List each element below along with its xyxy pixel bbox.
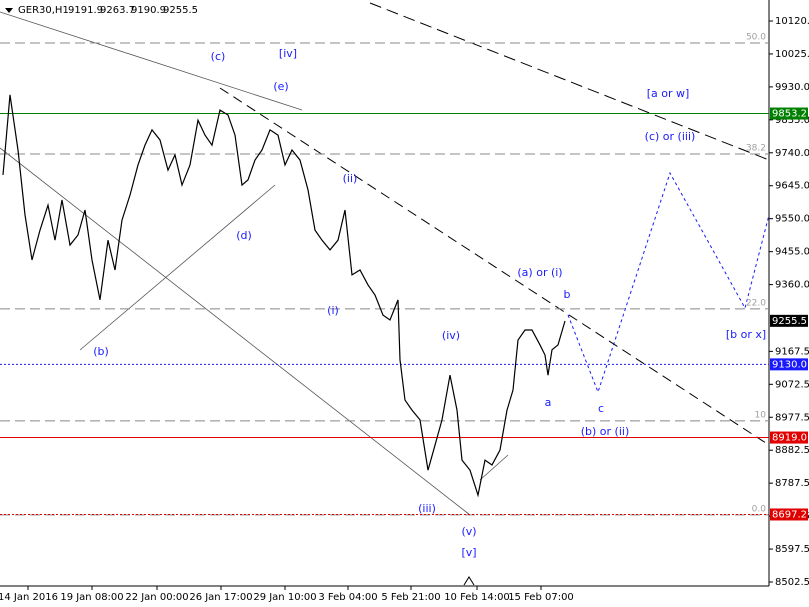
wave-label: (i) [327,304,339,317]
y-tick-label: 9455.0 [775,247,809,258]
x-tick-label: 22 Jan 00:00 [125,592,188,603]
x-tick-label: 29 Jan 10:00 [253,592,316,603]
wave-label: (c) or (iii) [645,130,696,143]
ohlc-close: 9255.5 [163,5,198,16]
wave-label: (e) [273,80,288,93]
wave-label: [a or w] [647,87,690,100]
ohlc-high: 9263.7 [100,5,135,16]
wave-label: (a) or (i) [517,266,562,279]
price-box-label: 9853.2 [772,109,807,120]
y-tick-label: 9072.5 [775,379,809,390]
ohlc-low: 9190.9 [131,5,166,16]
trendline [79,184,276,351]
price-line-series [2,94,566,498]
wave-label: (b) or (ii) [581,425,630,438]
price-box [770,508,808,521]
price-box-label: 9255.5 [772,316,807,327]
y-tick-label: 8787.5 [775,478,809,489]
price-box [770,314,808,327]
fib-label: 22.0 [746,298,766,308]
price-box-label: 8919.0 [772,433,807,444]
trendline [219,87,770,446]
y-tick-label: 10025.0 [775,49,809,60]
fib-label: 50.0 [746,33,766,43]
y-tick-label: 9740.0 [775,148,809,159]
trendlines [0,2,770,516]
x-tick-label: 5 Feb 21:00 [381,592,440,603]
wave-label: (b) [93,345,109,358]
y-tick-label: 9645.0 [775,181,809,192]
chart-title: GER30,H1 [18,5,69,16]
fib-label: 38.2 [746,144,766,154]
wave-label: [iv] [279,47,297,60]
x-tick-label: 26 Jan 17:00 [189,592,252,603]
x-tick-label: 19 Jan 08:00 [60,592,123,603]
wave-label: (v) [461,525,476,538]
y-tick-label: 10120.0 [775,16,809,27]
y-tick-label: 8977.5 [775,412,809,423]
x-tick-label: 15 Feb 07:00 [508,592,574,603]
wave-label: (c) [211,50,226,63]
price-box-label: 8697.2 [772,509,807,520]
y-tick-label: 9550.0 [775,214,809,225]
price-box [770,107,808,120]
trendline [0,11,303,111]
wave-label: (iv) [442,329,460,342]
y-tick-label: 9360.0 [775,280,809,291]
wave-label: (d) [236,229,252,242]
wave-label: c [598,402,604,415]
wave-label: a [545,396,552,409]
y-tick-label: 8882.5 [775,445,809,456]
price-box [770,358,808,371]
fib-label: 0.0 [752,504,767,514]
period-marker [463,576,475,586]
wave-label: (ii) [343,172,358,185]
price-box [770,431,808,444]
fib-label: 10 [755,410,767,420]
y-tick-label: 8597.5 [775,544,809,555]
x-tick-label: 10 Feb 14:00 [444,592,510,603]
wave-label: (iii) [418,502,436,515]
wave-label: [v] [461,546,476,559]
x-tick-label: 14 Jan 2016 [0,592,58,603]
wave-label: b [564,288,571,301]
trendline [479,454,509,481]
projection [567,171,770,394]
y-tick-label: 9930.0 [775,82,809,93]
y-tick-label: 8502.5 [775,577,809,588]
y-tick-label: 9167.5 [775,346,809,357]
wave-label: [b or x] [726,328,766,341]
price-box-label: 9130.0 [772,359,807,370]
menu-arrow[interactable] [5,8,13,13]
trendline [0,147,471,516]
y-tick-label: 9835.0 [775,115,809,126]
x-tick-label: 3 Feb 04:00 [318,592,377,603]
ohlc-open: 9191.9 [68,5,103,16]
